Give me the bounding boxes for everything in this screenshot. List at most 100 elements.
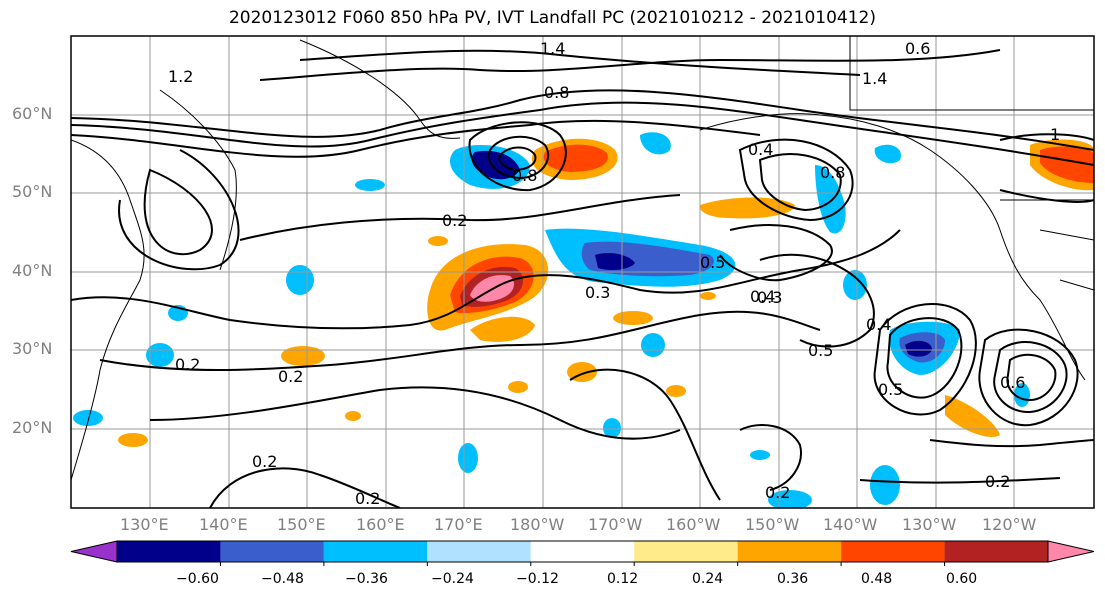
negative-anomaly xyxy=(815,165,846,234)
colorbar-segment xyxy=(530,541,635,562)
figure-title: 2020123012 F060 850 hPa PV, IVT Landfall… xyxy=(228,8,876,28)
negative-anomaly xyxy=(870,465,900,505)
lon-label: 130°W xyxy=(902,515,957,534)
contour-label: 1.2 xyxy=(168,67,193,86)
negative-anomaly xyxy=(843,270,867,300)
contour-label: 0.2 xyxy=(765,483,790,502)
lon-label: 140°E xyxy=(199,515,248,534)
contour-label: 0.3 xyxy=(585,283,610,302)
map-frame xyxy=(70,35,1095,509)
contour-label: 0.8 xyxy=(820,163,845,182)
contour-label: 0.6 xyxy=(905,39,930,58)
contour-label: 0.8 xyxy=(544,83,569,102)
positive-anomaly xyxy=(345,411,361,421)
contour-label: 0.6 xyxy=(1000,373,1025,392)
lon-label: 180°W xyxy=(510,515,565,534)
negative-anomaly xyxy=(355,179,385,191)
contour-label: 0.2 xyxy=(175,355,200,374)
contour-label: 1 xyxy=(1050,125,1060,144)
contour-label: 0.5 xyxy=(878,380,903,399)
colorbar-segment xyxy=(427,541,531,562)
contour-label: 0.2 xyxy=(442,211,467,230)
contour-label: 0.2 xyxy=(985,472,1010,491)
contour-label: 1.4 xyxy=(540,39,565,58)
negative-anomaly xyxy=(874,144,901,164)
colorbar-segment xyxy=(944,541,1048,562)
positive-anomaly xyxy=(428,236,448,246)
negative-anomaly xyxy=(750,450,770,460)
graticule xyxy=(71,36,1094,508)
lat-label: 50°N xyxy=(12,182,53,201)
colorbar-tick-label: −0.48 xyxy=(261,571,304,587)
negative-anomaly xyxy=(458,443,478,473)
colorbar-extend-min xyxy=(70,540,118,563)
lon-label: 120°W xyxy=(982,515,1037,534)
lon-label: 150°E xyxy=(277,515,326,534)
negative-anomaly xyxy=(640,132,671,155)
positive-anomaly xyxy=(470,316,535,342)
lon-label: 160°E xyxy=(356,515,405,534)
lon-label: 170°E xyxy=(434,515,483,534)
contour-label: 0.8 xyxy=(512,166,537,185)
colorbar-tick-label: 0.12 xyxy=(607,571,639,587)
colorbar-extend-max xyxy=(1047,540,1095,563)
colorbar-tick-label: −0.24 xyxy=(431,571,474,587)
colorbar-segment xyxy=(634,541,738,562)
lat-label: 30°N xyxy=(12,339,53,358)
positive-anomaly xyxy=(945,395,1000,438)
contour-label: 1.4 xyxy=(862,69,887,88)
colorbar xyxy=(70,540,1095,566)
negative-anomaly xyxy=(73,410,103,426)
lat-label: 60°N xyxy=(12,104,53,123)
lon-label: 140°W xyxy=(823,515,878,534)
contour-label: 0.2 xyxy=(278,367,303,386)
colorbar-tick-label: 0.48 xyxy=(861,571,893,587)
negative-anomaly xyxy=(595,252,635,271)
lon-label: 170°W xyxy=(588,515,643,534)
contour-label: 0.5 xyxy=(700,253,725,272)
contour-label: 0.4 xyxy=(866,315,891,334)
negative-anomaly xyxy=(1014,383,1030,407)
contour-label: 0.5 xyxy=(808,341,833,360)
contour-label: 0.2 xyxy=(252,452,277,471)
colorbar-tick-label: 0.36 xyxy=(777,571,809,587)
colorbar-segment xyxy=(220,541,324,562)
negative-anomaly xyxy=(471,150,520,180)
negative-anomaly xyxy=(641,333,665,357)
lon-label: 160°W xyxy=(666,515,721,534)
positive-anomaly xyxy=(613,311,653,325)
colorbar-segment xyxy=(841,541,945,562)
lon-label: 130°E xyxy=(120,515,169,534)
colorbar-tick-label: 0.24 xyxy=(692,571,724,587)
positive-anomaly xyxy=(118,433,148,447)
positive-anomaly xyxy=(281,346,325,366)
lon-label: 150°W xyxy=(745,515,800,534)
colorbar-segment xyxy=(737,541,842,562)
pv-shading xyxy=(73,132,1094,508)
negative-anomaly xyxy=(286,265,314,295)
positive-anomaly xyxy=(508,381,528,393)
lat-label: 40°N xyxy=(12,261,53,280)
negative-anomaly xyxy=(603,418,621,438)
contour-label: 0.4 xyxy=(750,287,775,306)
positive-anomaly xyxy=(700,292,716,300)
contour-label: 0.3 xyxy=(757,288,782,307)
colorbar-tick-label: −0.60 xyxy=(176,571,219,587)
negative-anomaly xyxy=(905,340,932,357)
colorbar-segment xyxy=(117,541,221,562)
positive-anomaly xyxy=(699,197,795,219)
colorbar-tick-label: −0.36 xyxy=(345,571,388,587)
colorbar-segment xyxy=(323,541,428,562)
negative-anomaly xyxy=(146,343,174,367)
colorbar-outline xyxy=(116,540,1049,563)
positive-anomaly xyxy=(543,144,608,172)
positive-anomaly xyxy=(1040,146,1094,183)
contour-label: 0.2 xyxy=(355,489,380,508)
pv-contours xyxy=(71,49,1094,508)
colorbar-tick-label: 0.60 xyxy=(946,571,978,587)
lat-label: 20°N xyxy=(12,418,53,437)
positive-anomaly xyxy=(666,385,686,397)
colorbar-tick-label: −0.12 xyxy=(516,571,559,587)
contour-label: 0.4 xyxy=(748,140,773,159)
